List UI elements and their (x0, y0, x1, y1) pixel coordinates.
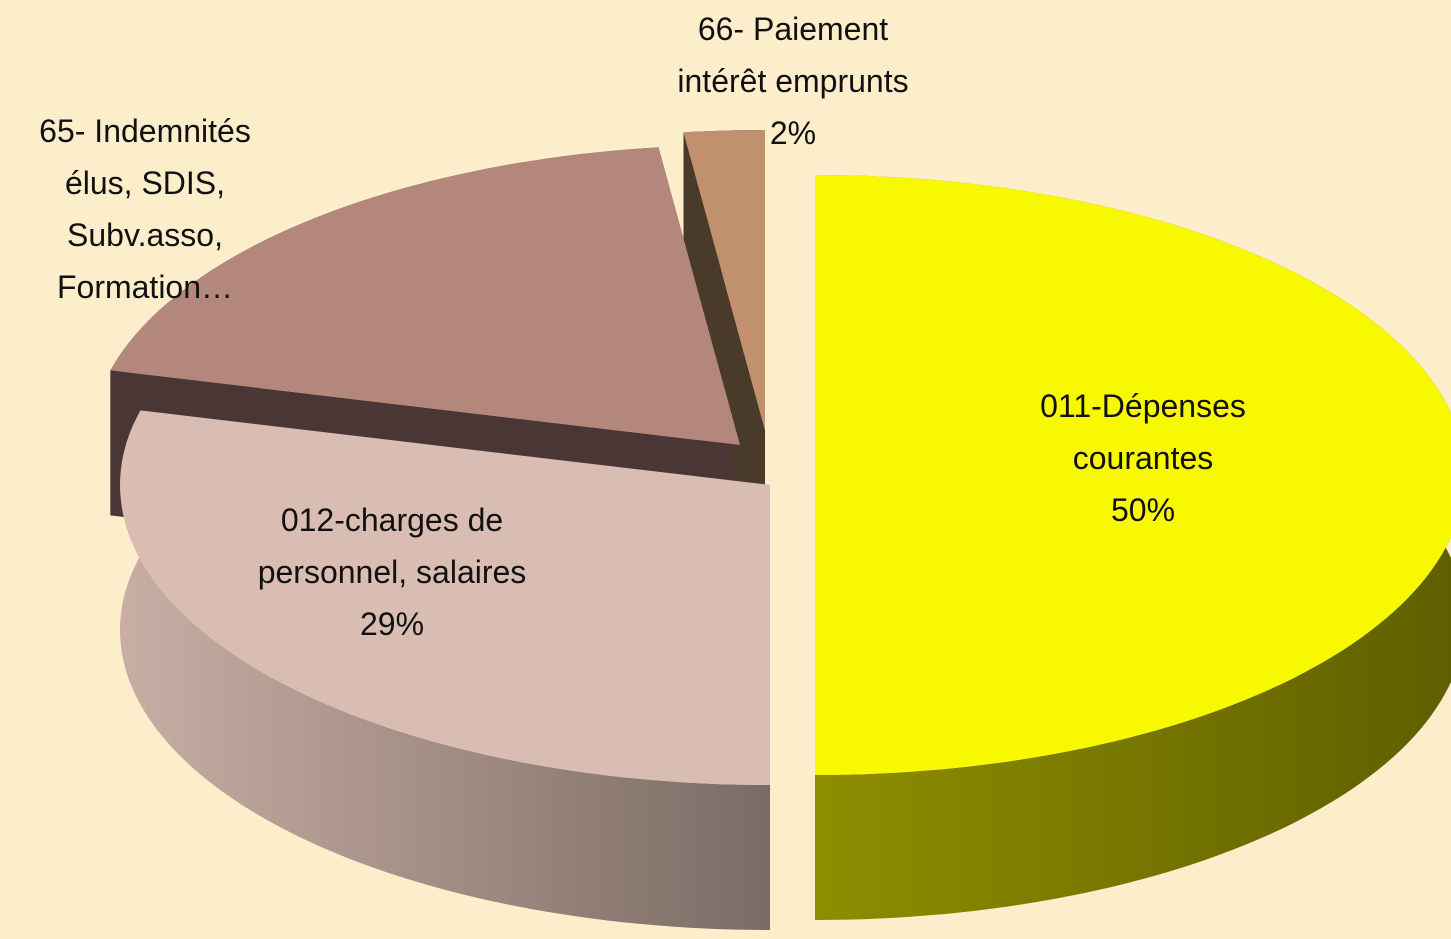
slice (110, 147, 740, 445)
slice-label: 011-Dépenses courantes 50% (1040, 380, 1246, 536)
value-label: 50% (1110, 492, 1176, 528)
slice-label: 65- Indemnités élus, SDIS, Subv.asso, Fo… (39, 105, 251, 313)
value-label: 2% (769, 115, 817, 151)
category-label: 012-charges de personnel, salaires (257, 502, 527, 590)
category-label: 011-Dépenses courantes (1040, 388, 1246, 476)
slice (683, 130, 765, 430)
slice-label: 66- Paiement intérêt emprunts 2% (677, 3, 908, 159)
slice (120, 410, 770, 785)
slice (815, 175, 1451, 775)
value-label: 29% (359, 606, 425, 642)
category-label: 66- Paiement intérêt emprunts (677, 11, 909, 99)
slice-label: 012-charges de personnel, salaires 29% (258, 494, 527, 650)
slice-wall (120, 410, 770, 930)
category-label: 65- Indemnités élus, SDIS, Subv.asso, Fo… (39, 113, 251, 305)
